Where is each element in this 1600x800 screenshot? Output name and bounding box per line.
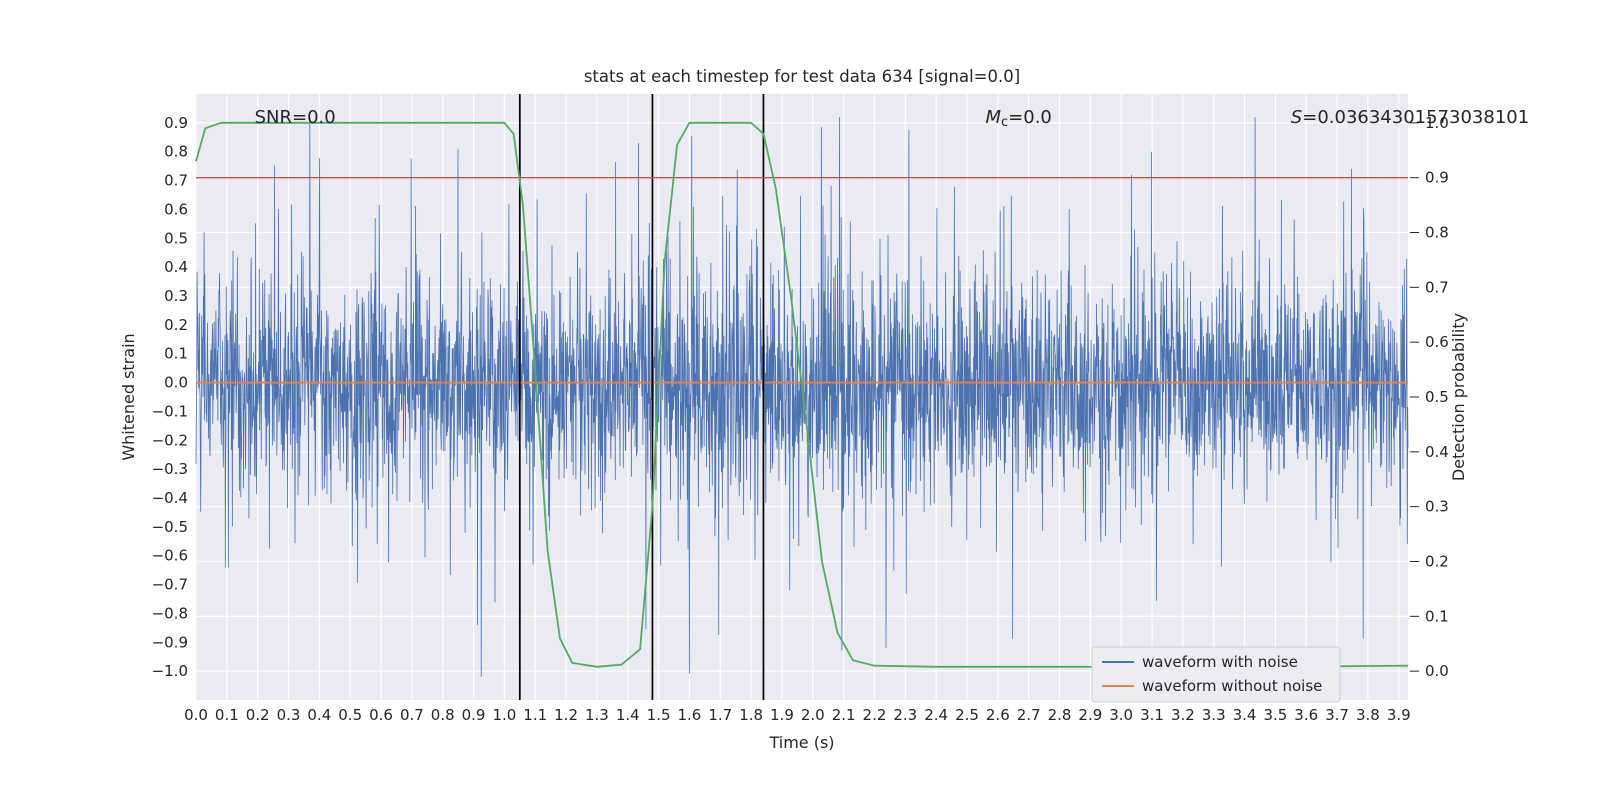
annotation-s-statistic: S=0.03634301573038101: [1291, 107, 1529, 128]
x-tick-label: 1.9: [770, 706, 794, 724]
x-tick-label: 1.3: [585, 706, 609, 724]
series-waveform-with-noise: [195, 117, 1409, 677]
y-right-tick-label: 0.7: [1425, 278, 1449, 296]
y-left-tick-label: −0.7: [152, 576, 188, 594]
x-tick-label: 2.4: [924, 706, 948, 724]
axis-ticks: 0.0 0.1 0.2 0.3 0.4 0.5 0.6 0.7 0.8 0.9 1.0 1.1 1.2 1…: [152, 114, 1449, 724]
x-tick-label: 2.2: [863, 706, 887, 724]
x-tick-label: 2.3: [893, 706, 917, 724]
x-tick-label: 3.2: [1171, 706, 1195, 724]
x-tick-label: 0.9: [462, 706, 486, 724]
x-tick-label: 2.6: [986, 706, 1010, 724]
series-layer: [195, 94, 1409, 700]
y-left-tick-label: −0.4: [152, 489, 188, 507]
x-tick-label: 2.0: [801, 706, 825, 724]
annotation-chirp-mass: Mc=0.0: [985, 107, 1051, 130]
y-left-tick-label: −0.5: [152, 518, 188, 536]
x-tick-label: 0.0: [184, 706, 208, 724]
annotation-chirp-mass-symbol: M: [985, 107, 1001, 128]
series-detection-probability: [195, 121, 1409, 668]
legend-label-waveform-with-noise: waveform with noise: [1142, 653, 1298, 671]
y-left-tick-label: −0.6: [152, 547, 188, 565]
x-tick-label: 1.7: [708, 706, 732, 724]
y-left-tick-label: −0.9: [152, 633, 188, 651]
y-right-tick-label: 0.2: [1425, 552, 1449, 570]
x-tick-label: 1.2: [554, 706, 578, 724]
x-tick-label: 0.6: [369, 706, 393, 724]
x-tick-label: 2.1: [832, 706, 856, 724]
y-left-tick-label: 0.0: [164, 374, 188, 392]
x-tick-label: 0.7: [400, 706, 424, 724]
x-tick-label: 0.2: [246, 706, 270, 724]
x-axis-label: Time (s): [768, 733, 834, 752]
annotation-snr: SNR=0.0: [255, 107, 336, 128]
x-tick-label: 3.4: [1233, 706, 1257, 724]
x-tick-label: 2.5: [955, 706, 979, 724]
y-left-tick-label: 0.8: [164, 143, 188, 161]
x-tick-label: 2.8: [1048, 706, 1072, 724]
legend: waveform with noise waveform without noi…: [1091, 646, 1341, 703]
y-left-tick-label: 0.7: [164, 172, 188, 190]
x-tick-label: 3.7: [1325, 706, 1349, 724]
y-left-tick-label: 0.5: [164, 229, 188, 247]
y-right-tick-label: 1.0: [1425, 114, 1449, 132]
y-right-tick-label: 0.3: [1425, 498, 1449, 516]
y-axis-label-right: Detection probability: [1449, 313, 1468, 481]
annotation-chirp-mass-subscript: c: [1001, 115, 1008, 130]
y-right-tick-label: 0.6: [1425, 333, 1449, 351]
y-left-tick-label: −0.2: [152, 431, 188, 449]
y-right-tick-label: 0.0: [1425, 662, 1449, 680]
x-tick-label: 1.6: [678, 706, 702, 724]
y-left-tick-label: 0.2: [164, 316, 188, 334]
y-left-tick-label: 0.3: [164, 287, 188, 305]
y-axis-label-left: Whitened strain: [119, 333, 138, 460]
y-right-tick-label: 0.9: [1425, 169, 1449, 187]
x-tick-label: 2.7: [1017, 706, 1041, 724]
chart-title: stats at each timestep for test data 634…: [584, 67, 1020, 86]
x-tick-label: 0.4: [307, 706, 331, 724]
x-tick-label: 3.6: [1294, 706, 1318, 724]
y-left-tick-label: −0.1: [152, 402, 188, 420]
y-left-tick-label: 0.4: [164, 258, 188, 276]
y-left-tick-label: 0.9: [164, 114, 188, 132]
x-tick-label: 0.3: [277, 706, 301, 724]
x-tick-label: 3.5: [1263, 706, 1287, 724]
y-left-tick-label: 0.6: [164, 200, 188, 218]
x-tick-label: 3.9: [1387, 706, 1411, 724]
y-right-tick-label: 0.4: [1425, 443, 1449, 461]
x-tick-label: 3.8: [1356, 706, 1380, 724]
x-tick-label: 1.1: [523, 706, 547, 724]
x-tick-label: 0.1: [215, 706, 239, 724]
y-right-tick-label: 0.5: [1425, 388, 1449, 406]
annotation-s-value: =0.03634301573038101: [1302, 107, 1529, 128]
x-tick-label: 0.8: [431, 706, 455, 724]
y-right-tick-label: 0.8: [1425, 224, 1449, 242]
x-tick-label: 1.5: [647, 706, 671, 724]
x-tick-label: 0.5: [338, 706, 362, 724]
x-tick-label: 2.9: [1078, 706, 1102, 724]
y-left-tick-label: 0.1: [164, 345, 188, 363]
y-left-tick-label: −0.3: [152, 460, 188, 478]
x-tick-label: 3.0: [1109, 706, 1133, 724]
annotation-s-symbol: S: [1291, 107, 1302, 128]
y-left-tick-label: −1.0: [152, 662, 188, 680]
x-tick-label: 3.1: [1140, 706, 1164, 724]
legend-box: [1091, 646, 1341, 703]
legend-label-waveform-without-noise: waveform without noise: [1142, 677, 1322, 695]
x-tick-label: 3.3: [1202, 706, 1226, 724]
annotation-chirp-mass-value: =0.0: [1008, 107, 1052, 128]
x-tick-label: 1.4: [616, 706, 640, 724]
y-right-tick-label: 0.1: [1425, 607, 1449, 625]
y-left-tick-label: −0.8: [152, 604, 188, 622]
x-tick-label: 1.0: [492, 706, 516, 724]
x-tick-label: 1.8: [739, 706, 763, 724]
